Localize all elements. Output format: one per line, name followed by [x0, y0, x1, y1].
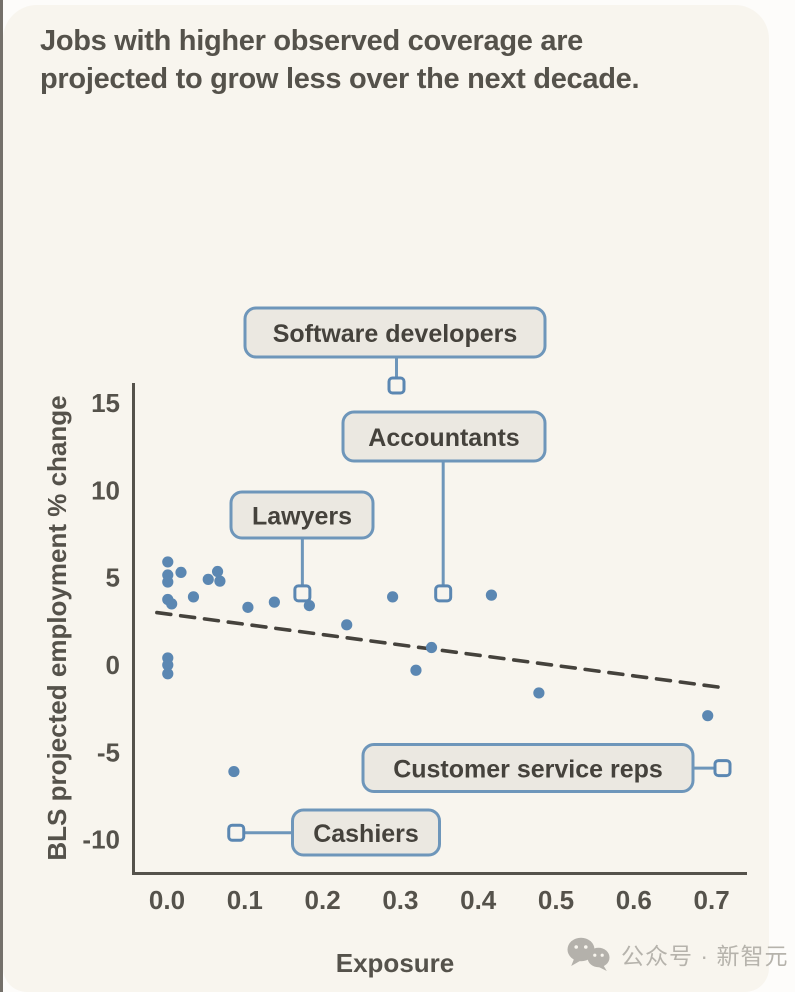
callout-label: Cashiers — [313, 820, 419, 848]
data-point — [303, 600, 315, 612]
data-point — [162, 556, 174, 568]
data-point — [162, 668, 174, 680]
x-tick-label: 0.7 — [694, 885, 730, 915]
y-tick-label: -10 — [82, 825, 120, 855]
watermark: 公众号 · 新智元 — [566, 936, 788, 972]
callout-point-marker — [713, 759, 732, 778]
data-point — [410, 664, 422, 676]
y-tick-label: 10 — [91, 475, 120, 505]
x-tick-label: 0.1 — [227, 885, 263, 915]
data-point — [211, 565, 224, 578]
callout-point-marker — [434, 584, 453, 603]
x-tick-label: 0.3 — [382, 885, 418, 915]
chart-title: Jobs with higher observed coverage are p… — [40, 22, 640, 98]
data-point — [425, 641, 438, 654]
y-tick-label: 15 — [91, 388, 120, 418]
x-axis-title: Exposure — [336, 948, 455, 978]
x-tick-label: 0.2 — [305, 885, 341, 915]
callout-box — [229, 490, 375, 540]
callout-point-marker — [387, 376, 406, 395]
callout-label: Customer service reps — [393, 756, 663, 784]
callout-box — [341, 410, 547, 463]
chart-title-line-1: Jobs with higher observed coverage are — [40, 25, 584, 57]
data-point — [162, 576, 174, 588]
left-edge-strip — [0, 0, 3, 992]
data-point — [533, 687, 545, 699]
wechat-icon — [567, 937, 610, 971]
watermark-text: 公众号 · 新智元 — [621, 943, 789, 969]
y-tick-label: -5 — [97, 737, 120, 767]
callout-point-marker — [227, 823, 246, 842]
trend-line — [155, 610, 726, 690]
x-tick-label: 0.5 — [538, 885, 574, 915]
data-point — [228, 765, 240, 778]
data-point — [702, 710, 714, 722]
data-point — [214, 575, 226, 587]
data-point — [166, 598, 178, 610]
callout-point-marker — [293, 584, 312, 603]
callout-box — [291, 808, 441, 857]
y-tick-label: 5 — [106, 563, 120, 593]
callout-box — [243, 306, 547, 359]
callout-label: Lawyers — [252, 503, 352, 531]
data-point — [187, 591, 200, 603]
data-point — [202, 573, 214, 585]
chart-title-line-2: projected to grow less over the next dec… — [40, 63, 640, 95]
callout-label: Accountants — [368, 424, 519, 452]
data-point — [175, 566, 187, 579]
data-point — [341, 619, 353, 631]
data-point — [387, 591, 399, 603]
callout-label: Software developers — [273, 320, 518, 348]
x-tick-label: 0.0 — [149, 885, 185, 915]
data-point — [485, 589, 498, 601]
callout-box — [361, 743, 695, 793]
y-tick-label: 0 — [106, 650, 120, 680]
y-axis-title: BLS projected employment % change — [42, 395, 72, 860]
data-point — [268, 596, 280, 608]
x-tick-label: 0.4 — [460, 885, 497, 915]
data-point — [162, 659, 174, 671]
x-tick-label: 0.6 — [616, 885, 652, 915]
data-point — [242, 601, 254, 613]
